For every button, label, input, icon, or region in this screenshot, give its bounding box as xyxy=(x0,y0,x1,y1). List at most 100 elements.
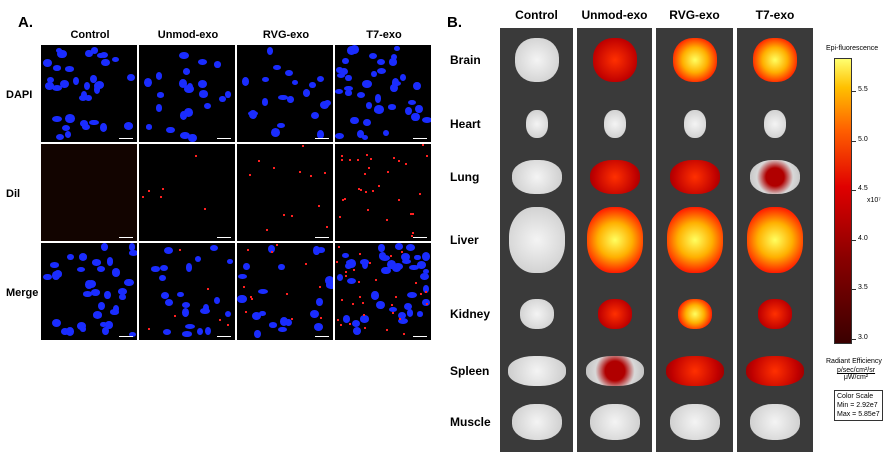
dil-signal xyxy=(398,160,401,163)
scale-bar xyxy=(119,138,133,139)
nucleus xyxy=(126,74,135,82)
nucleus xyxy=(176,291,184,298)
nucleus xyxy=(97,52,105,59)
nucleus xyxy=(160,291,170,300)
nucleus xyxy=(92,310,103,319)
nucleus xyxy=(100,123,108,132)
nucleus xyxy=(51,84,62,91)
nucleus xyxy=(261,97,269,106)
nucleus xyxy=(157,92,165,98)
nucleus xyxy=(390,83,399,93)
dil-signal xyxy=(299,171,301,174)
organ-image xyxy=(665,356,724,386)
micrograph xyxy=(41,45,137,142)
dil-signal xyxy=(337,319,340,322)
nucleus xyxy=(378,252,387,261)
nucleus xyxy=(323,99,331,107)
scale-bar xyxy=(217,336,231,337)
colorbar-title: Epi-fluorescence xyxy=(826,45,879,52)
dil-signal xyxy=(246,248,249,251)
nucleus xyxy=(76,321,86,330)
dil-signal xyxy=(343,198,346,201)
nucleus xyxy=(376,59,385,66)
colorbar-tick xyxy=(851,289,856,290)
nucleus xyxy=(361,261,368,270)
colorbar-tick-label: 4.0 xyxy=(858,234,868,242)
color-scale-max: Max = 5.85e7 xyxy=(837,411,880,418)
organ-label: Liver xyxy=(450,233,479,247)
column-header: T7-exo xyxy=(755,8,795,22)
nucleus xyxy=(91,259,102,266)
nucleus xyxy=(203,102,211,109)
nucleus xyxy=(278,263,286,271)
dil-signal xyxy=(318,205,321,208)
nucleus xyxy=(124,279,134,286)
dil-signal xyxy=(360,188,363,191)
scale-bar xyxy=(119,237,133,238)
nucleus xyxy=(181,302,190,308)
nucleus xyxy=(253,329,261,339)
nucleus xyxy=(313,245,320,255)
dil-signal xyxy=(203,207,206,210)
nucleus xyxy=(183,108,193,117)
nucleus xyxy=(359,315,369,323)
nucleus xyxy=(413,82,421,91)
nucleus xyxy=(124,122,134,130)
nucleus xyxy=(219,96,226,102)
nucleus xyxy=(257,288,268,294)
column-header: Control xyxy=(515,8,558,22)
nucleus xyxy=(238,273,247,279)
dil-signal xyxy=(345,270,348,273)
organ-image xyxy=(597,299,632,329)
dil-signal xyxy=(358,253,361,256)
nucleus xyxy=(361,134,368,140)
nucleus xyxy=(160,265,168,272)
column-header: Control xyxy=(70,29,110,41)
nucleus xyxy=(373,108,383,114)
nucleus xyxy=(371,291,379,300)
nucleus xyxy=(386,260,396,269)
nucleus xyxy=(226,258,234,265)
dil-signal xyxy=(404,163,407,166)
nucleus xyxy=(110,309,120,315)
nucleus xyxy=(151,266,161,272)
nucleus xyxy=(178,51,189,59)
nucleus xyxy=(404,302,413,310)
dil-signal xyxy=(393,157,396,160)
nucleus xyxy=(84,279,93,289)
nucleus xyxy=(224,311,231,318)
dil-signal xyxy=(245,311,248,314)
nucleus xyxy=(65,131,72,138)
dil-signal xyxy=(402,332,405,335)
nucleus xyxy=(100,321,108,328)
nucleus xyxy=(406,309,413,317)
dil-signal xyxy=(389,255,392,258)
nucleus xyxy=(271,128,280,137)
nucleus xyxy=(287,96,294,103)
nucleus xyxy=(56,48,63,54)
dil-signal xyxy=(305,263,308,266)
column-header: RVG-exo xyxy=(669,8,720,22)
nucleus xyxy=(280,316,289,326)
micrograph xyxy=(41,144,137,241)
nucleus xyxy=(369,53,378,60)
micrograph xyxy=(139,144,235,241)
nucleus xyxy=(421,116,431,123)
dil-signal xyxy=(386,218,389,221)
nucleus xyxy=(78,94,88,101)
colorbar-tick-label: 4.5 xyxy=(858,185,868,192)
nucleus xyxy=(145,124,153,130)
nucleus xyxy=(406,292,417,299)
nucleus xyxy=(408,264,419,271)
nucleus xyxy=(89,119,99,126)
nucleus xyxy=(415,105,423,114)
nucleus xyxy=(411,112,420,122)
scale-bar xyxy=(413,237,427,238)
nucleus xyxy=(51,319,61,328)
nucleus xyxy=(249,110,258,119)
micrograph xyxy=(237,45,333,142)
nucleus xyxy=(210,245,219,252)
nucleus xyxy=(291,79,299,86)
nucleus xyxy=(83,291,93,297)
nucleus xyxy=(261,76,270,83)
